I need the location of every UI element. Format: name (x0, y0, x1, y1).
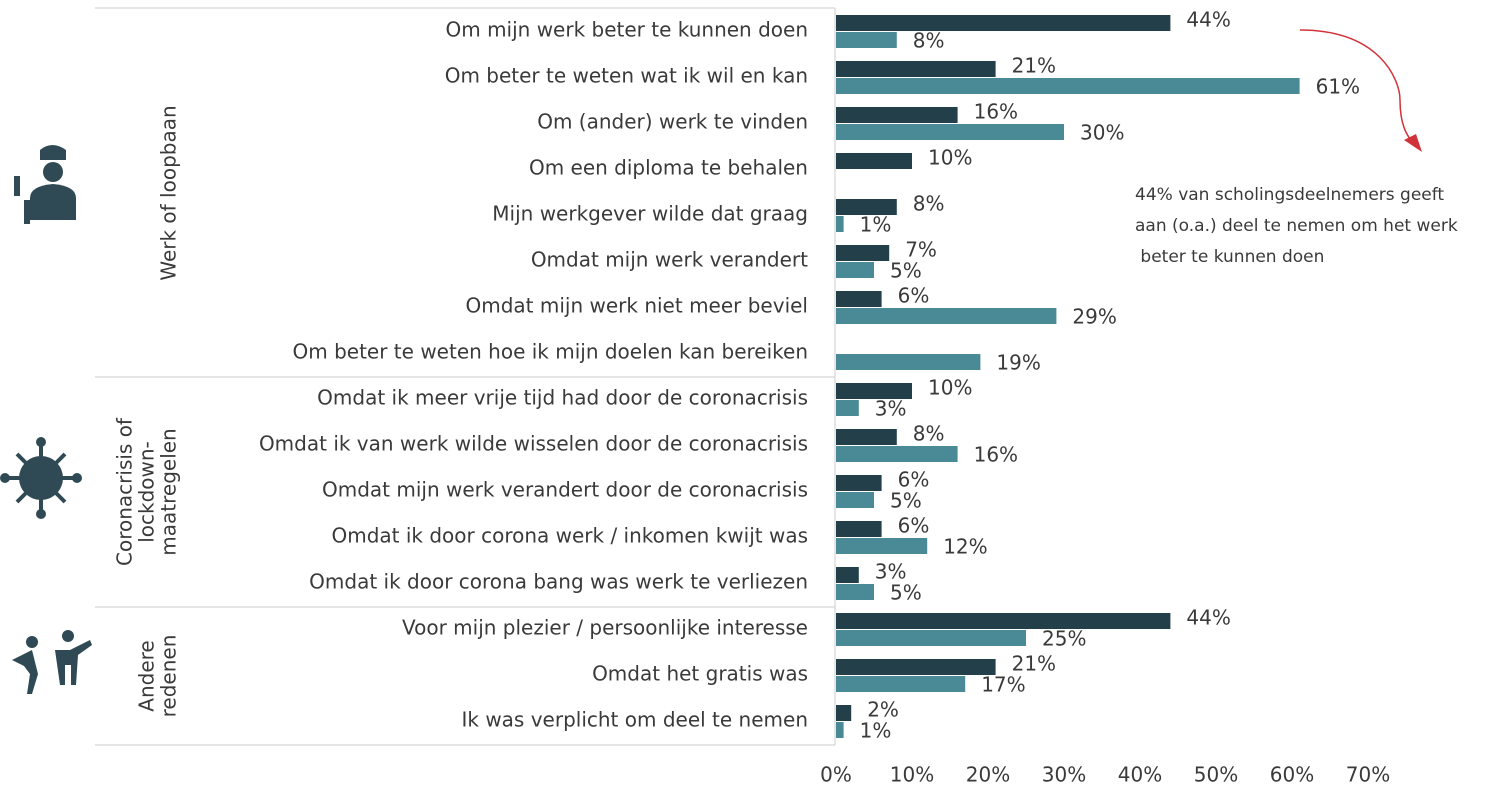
category-label: Voor mijn plezier / persoonlijke interes… (402, 616, 808, 640)
value-label: 1% (860, 213, 892, 237)
category-label: Omdat ik door corona werk / inkomen kwij… (331, 524, 808, 548)
category-label: Om een diploma te behalen (529, 156, 808, 180)
value-label: 6% (898, 468, 930, 492)
group-label: Andere (135, 640, 159, 711)
bar (836, 61, 996, 77)
group-label: Werk of loopbaan (157, 105, 181, 280)
value-label: 6% (898, 514, 930, 538)
x-tick-label: 10% (890, 763, 934, 787)
value-label: 5% (890, 581, 922, 605)
bar (836, 107, 958, 123)
value-label: 16% (974, 443, 1018, 467)
annotation: 44% van scholingsdeelnemers geeft (1135, 185, 1444, 205)
annotation: aan (o.a.) deel te nemen om het werk (1135, 216, 1458, 236)
x-tick-label: 20% (966, 763, 1010, 787)
value-label: 2% (867, 698, 899, 722)
bar (836, 676, 966, 692)
value-label: 21% (1012, 54, 1056, 78)
value-label: 17% (981, 673, 1025, 697)
bar (836, 584, 874, 600)
x-tick-label: 60% (1270, 763, 1314, 787)
x-tick-label: 0% (820, 763, 852, 787)
category-label: Om beter te weten wat ik wil en kan (445, 64, 808, 88)
value-label: 3% (875, 397, 907, 421)
bar (836, 124, 1064, 140)
bar (836, 613, 1171, 629)
bar (836, 475, 882, 491)
group-label: redenen (157, 635, 181, 718)
group-label: Coronacrisis of (113, 417, 137, 566)
bar (836, 199, 897, 215)
value-label: 5% (890, 259, 922, 283)
bar (836, 429, 897, 445)
bar (836, 446, 958, 462)
value-label: 29% (1072, 305, 1116, 329)
category-label: Omdat het gratis was (592, 662, 808, 686)
category-label: Om (ander) werk te vinden (537, 110, 808, 134)
value-label: 5% (890, 489, 922, 513)
bar (836, 400, 859, 416)
bar (836, 262, 874, 278)
category-label: Om mijn werk beter te kunnen doen (445, 18, 808, 42)
category-label: Mijn werkgever wilde dat graag (492, 202, 808, 226)
bar (836, 32, 897, 48)
bar (836, 78, 1300, 94)
bar (836, 153, 912, 169)
icon-worker (14, 145, 76, 224)
group-label: maatregelen (157, 428, 181, 555)
category-label: Ik was verplicht om deel te nemen (461, 708, 808, 732)
value-label: 8% (913, 192, 945, 216)
value-label: 61% (1316, 75, 1360, 99)
bar (836, 383, 912, 399)
value-label: 21% (1012, 652, 1056, 676)
category-label: Omdat mijn werk verandert door de corona… (322, 478, 808, 502)
x-tick-label: 40% (1118, 763, 1162, 787)
x-tick-label: 30% (1042, 763, 1086, 787)
value-label: 10% (928, 146, 972, 170)
bar (836, 705, 852, 721)
value-label: 25% (1042, 627, 1086, 651)
value-label: 1% (860, 719, 892, 743)
annotation-arrowhead (1404, 134, 1422, 152)
bar (836, 538, 928, 554)
category-label: Omdat ik door corona bang was werk te ve… (309, 570, 808, 594)
value-label: 19% (996, 351, 1040, 375)
icon-dancers (12, 630, 92, 694)
bar (836, 216, 844, 232)
bar (836, 521, 882, 537)
bar (836, 291, 882, 307)
value-label: 10% (928, 376, 972, 400)
category-label: Om beter te weten hoe ik mijn doelen kan… (293, 340, 809, 364)
x-tick-label: 70% (1346, 763, 1390, 787)
icon-virus (0, 437, 82, 519)
bar (836, 722, 844, 738)
value-label: 8% (913, 422, 945, 446)
bar (836, 630, 1026, 646)
x-tick-label: 50% (1194, 763, 1238, 787)
value-label: 12% (943, 535, 987, 559)
bar (836, 492, 874, 508)
bar (836, 659, 996, 675)
value-label: 16% (974, 100, 1018, 124)
value-label: 8% (913, 29, 945, 53)
annotation: beter te kunnen doen (1135, 247, 1324, 267)
category-label: Omdat ik meer vrije tijd had door de cor… (317, 386, 808, 410)
bar (836, 15, 1171, 31)
category-label: Omdat mijn werk niet meer beviel (466, 294, 809, 318)
value-label: 44% (1186, 8, 1230, 32)
value-label: 6% (898, 284, 930, 308)
value-label: 44% (1186, 606, 1230, 630)
bar (836, 245, 890, 261)
value-label: 3% (875, 560, 907, 584)
group-label: lockdown- (135, 441, 159, 543)
value-label: 7% (905, 238, 937, 262)
category-label: Omdat ik van werk wilde wisselen door de… (259, 432, 808, 456)
annotation-arrow (1299, 29, 1419, 149)
category-label: Omdat mijn werk verandert (531, 248, 808, 272)
bar (836, 567, 859, 583)
bar (836, 308, 1057, 324)
bar (836, 354, 981, 370)
value-label: 30% (1080, 121, 1124, 145)
